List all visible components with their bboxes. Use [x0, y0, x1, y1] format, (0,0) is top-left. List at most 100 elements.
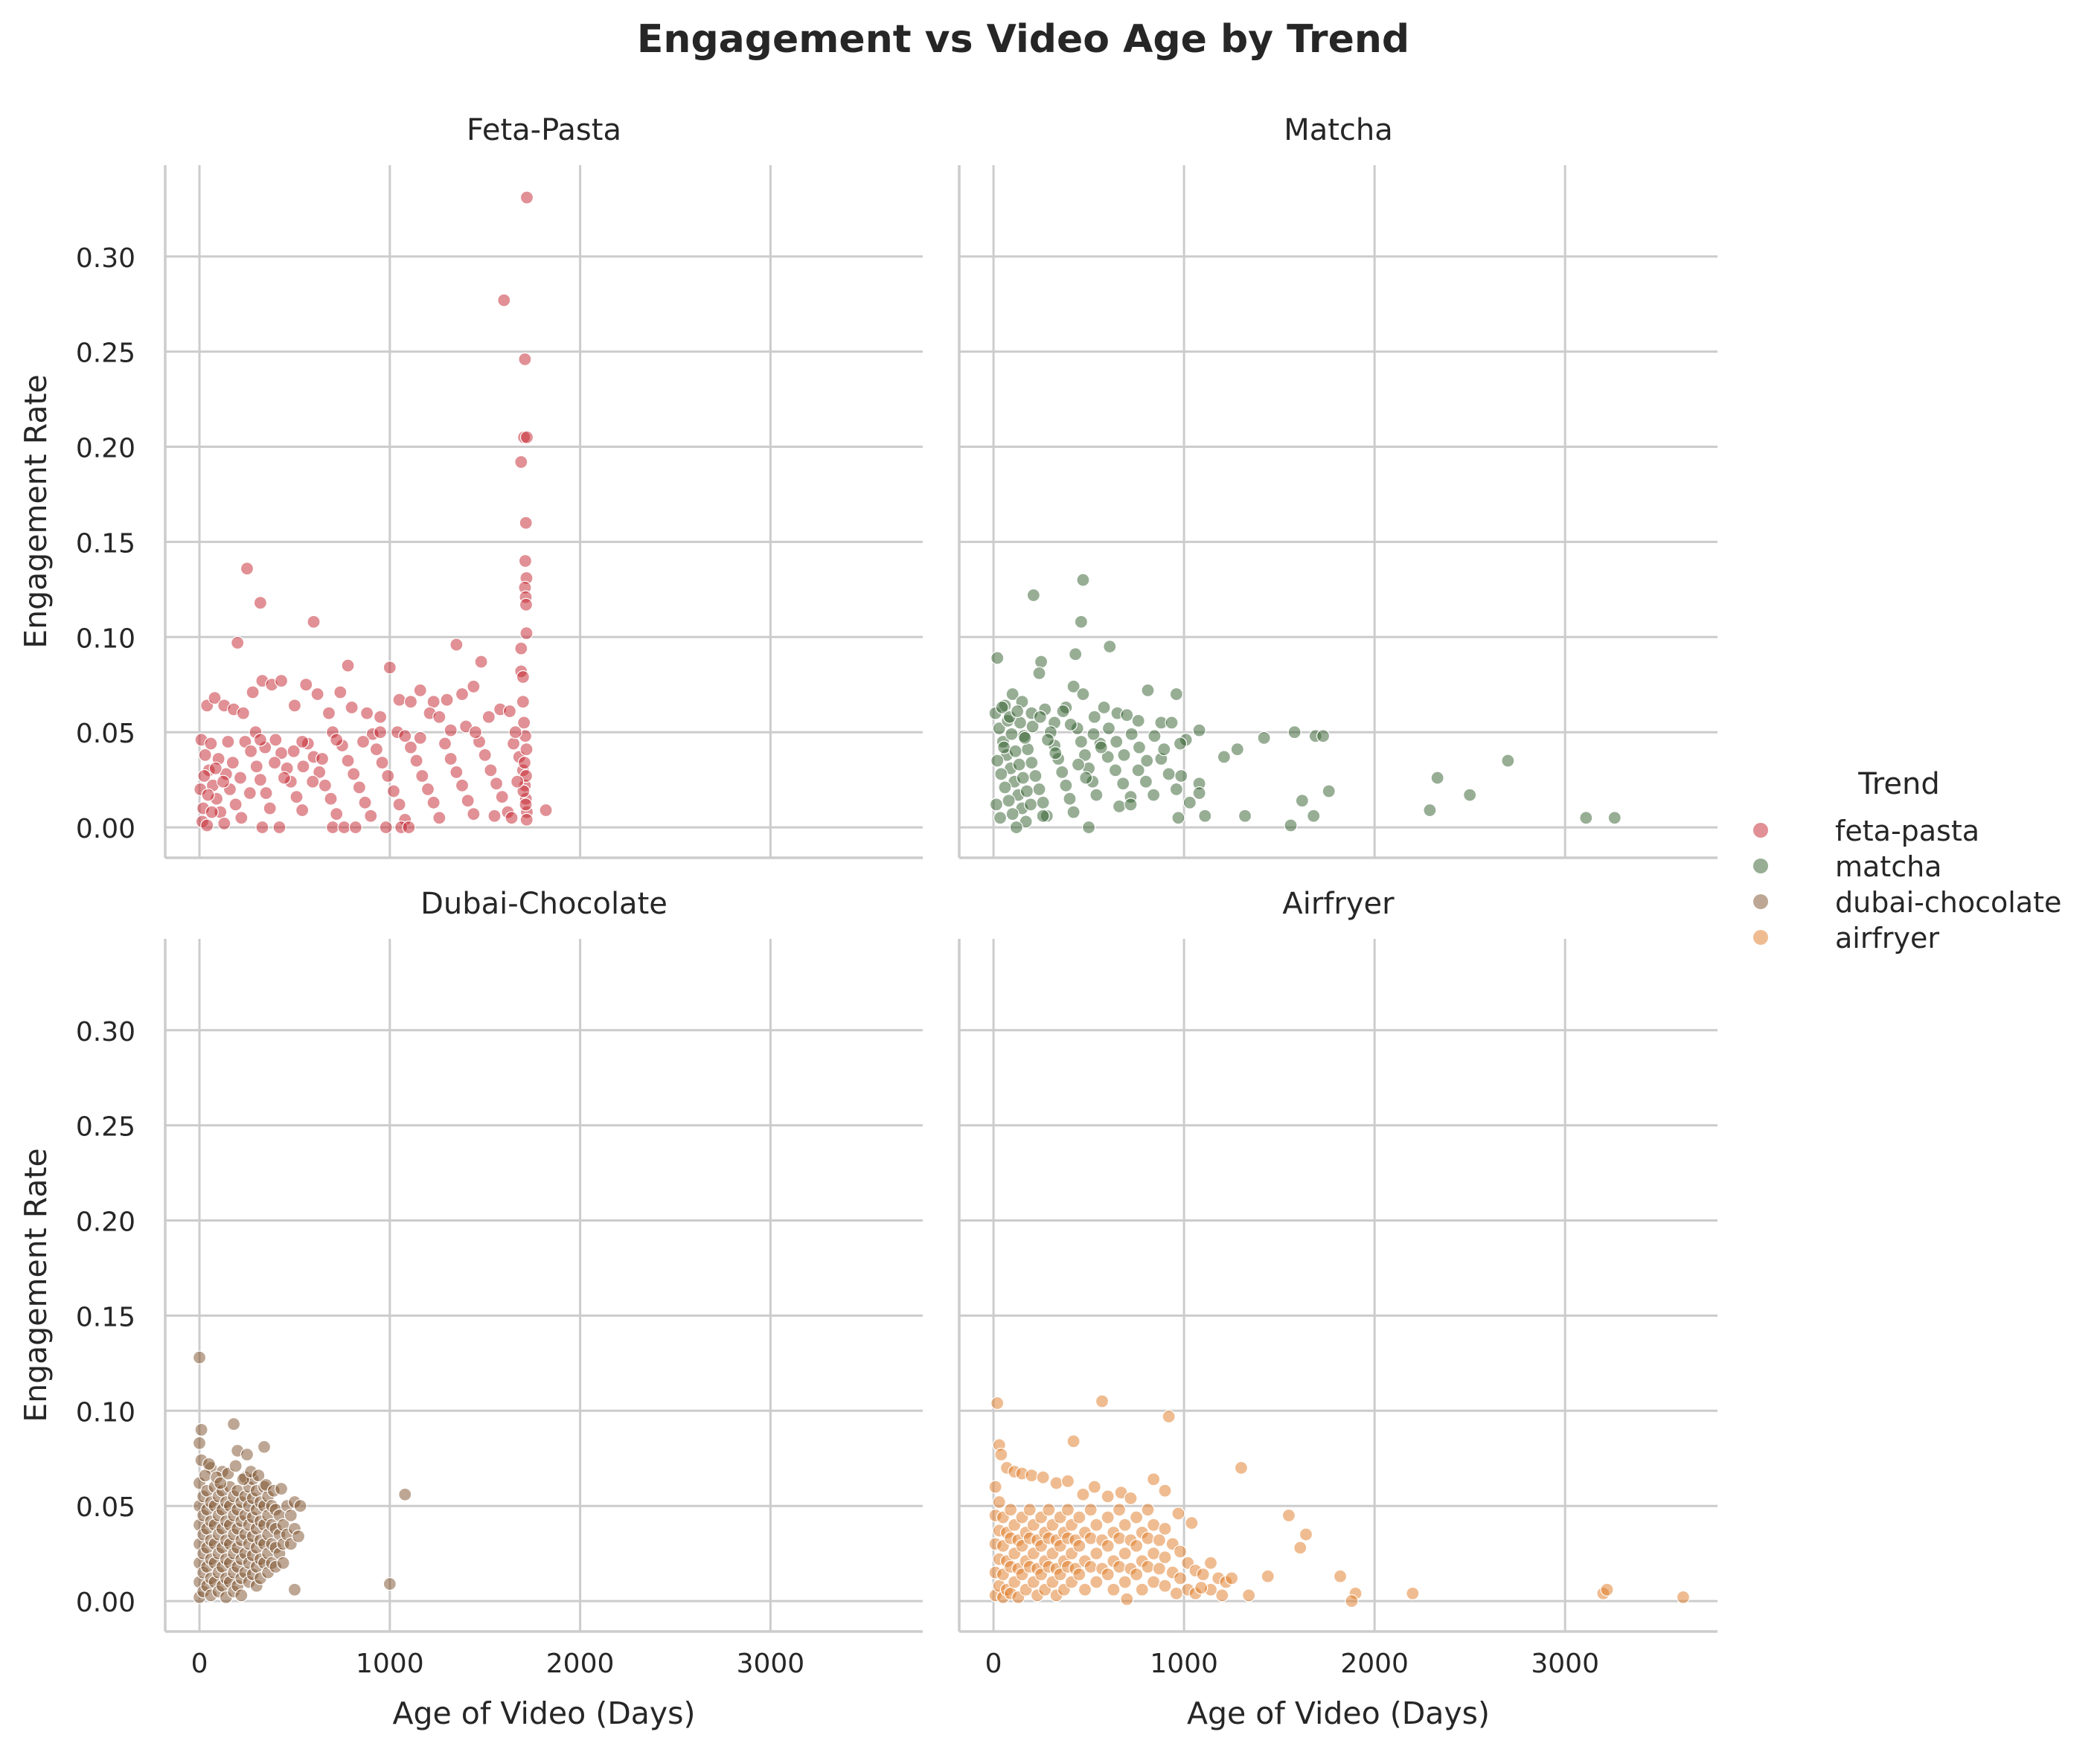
data-point: [225, 756, 240, 770]
panel-title: Feta-Pasta: [467, 113, 621, 147]
data-point: [518, 352, 532, 366]
data-point: [1130, 1539, 1144, 1553]
data-point: [1032, 666, 1046, 681]
data-point: [1165, 716, 1179, 730]
data-point: [1071, 757, 1086, 771]
data-point: [444, 723, 458, 737]
data-point: [1086, 727, 1101, 741]
data-point: [1094, 740, 1108, 754]
data-point: [1009, 820, 1023, 835]
data-point: [201, 788, 215, 802]
data-point: [440, 693, 454, 707]
data-point: [1078, 748, 1092, 762]
data-point: [1036, 795, 1050, 809]
data-point: [1333, 1569, 1348, 1583]
data-point: [1040, 733, 1055, 747]
y-tick-label: 0.30: [76, 1017, 135, 1047]
data-point: [1147, 729, 1162, 743]
legend-label: feta-pasta: [1835, 815, 1979, 847]
data-point: [1118, 1547, 1132, 1561]
data-point: [1010, 704, 1025, 719]
data-point: [1132, 740, 1147, 754]
data-point: [1072, 1539, 1086, 1553]
data-point: [1016, 771, 1030, 785]
data-point: [310, 687, 324, 702]
data-point: [1345, 1594, 1359, 1608]
data-point: [1066, 1434, 1081, 1448]
data-point: [330, 807, 344, 821]
x-tick-label: 1000: [356, 1649, 424, 1679]
x-tick-label: 1000: [1150, 1649, 1218, 1679]
data-point: [1607, 811, 1622, 825]
data-point: [1463, 788, 1477, 802]
legend-label: matcha: [1835, 850, 1941, 883]
data-point: [1069, 647, 1083, 661]
data-point: [1158, 1521, 1172, 1536]
data-point: [381, 769, 395, 783]
data-point: [345, 700, 359, 715]
data-point: [234, 811, 249, 825]
data-point: [348, 820, 362, 835]
data-point: [994, 1448, 1008, 1462]
data-point: [1036, 1470, 1050, 1484]
data-point: [518, 554, 533, 568]
data-point: [468, 725, 483, 739]
data-point: [449, 638, 464, 652]
data-point: [1034, 655, 1049, 669]
data-point: [197, 769, 211, 783]
data-point: [1130, 1568, 1144, 1582]
data-point: [1169, 782, 1183, 797]
data-point: [299, 678, 313, 692]
data-point: [204, 737, 218, 751]
data-point: [519, 798, 533, 812]
data-point: [992, 1495, 1006, 1509]
data-point: [1072, 1568, 1086, 1582]
data-point: [1299, 1527, 1313, 1541]
data-point: [519, 516, 533, 530]
data-point: [392, 798, 406, 812]
data-point: [1152, 1562, 1166, 1576]
data-point: [1103, 639, 1117, 654]
data-point: [403, 695, 418, 709]
data-point: [415, 769, 429, 783]
data-point: [510, 774, 525, 789]
legend-title: Trend: [1857, 767, 1939, 801]
data-point: [318, 778, 332, 792]
data-point: [228, 798, 243, 812]
data-point: [413, 731, 427, 745]
data-point: [506, 737, 521, 751]
data-point: [1141, 1559, 1155, 1574]
data-point: [1028, 769, 1043, 783]
data-point: [995, 700, 1009, 715]
data-point: [253, 733, 267, 747]
data-point: [1083, 1559, 1098, 1574]
panel-title: Dubai-Chocolate: [420, 887, 668, 921]
data-point: [1192, 723, 1206, 737]
y-tick-label: 0.00: [76, 1588, 135, 1618]
data-point: [1257, 731, 1271, 745]
data-point: [1162, 767, 1176, 781]
data-point: [198, 1469, 212, 1483]
data-point: [1173, 1544, 1188, 1559]
data-point: [1307, 809, 1321, 823]
data-point: [990, 651, 1005, 665]
data-point: [1112, 1503, 1127, 1517]
data-point: [1112, 799, 1127, 814]
data-point: [1120, 708, 1134, 722]
data-point: [988, 1480, 1002, 1494]
data-point: [296, 760, 310, 774]
data-point: [519, 190, 534, 205]
data-point: [1120, 1592, 1134, 1606]
data-point: [1174, 769, 1188, 783]
data-point: [1087, 710, 1101, 724]
data-point: [1139, 774, 1153, 789]
data-point: [347, 767, 361, 781]
data-point: [1203, 1556, 1218, 1570]
data-point: [263, 801, 277, 815]
data-point: [373, 725, 388, 739]
y-tick-label: 0.15: [76, 1302, 135, 1332]
data-point: [1101, 1489, 1115, 1504]
data-point: [519, 597, 534, 612]
data-point: [1049, 1476, 1063, 1490]
